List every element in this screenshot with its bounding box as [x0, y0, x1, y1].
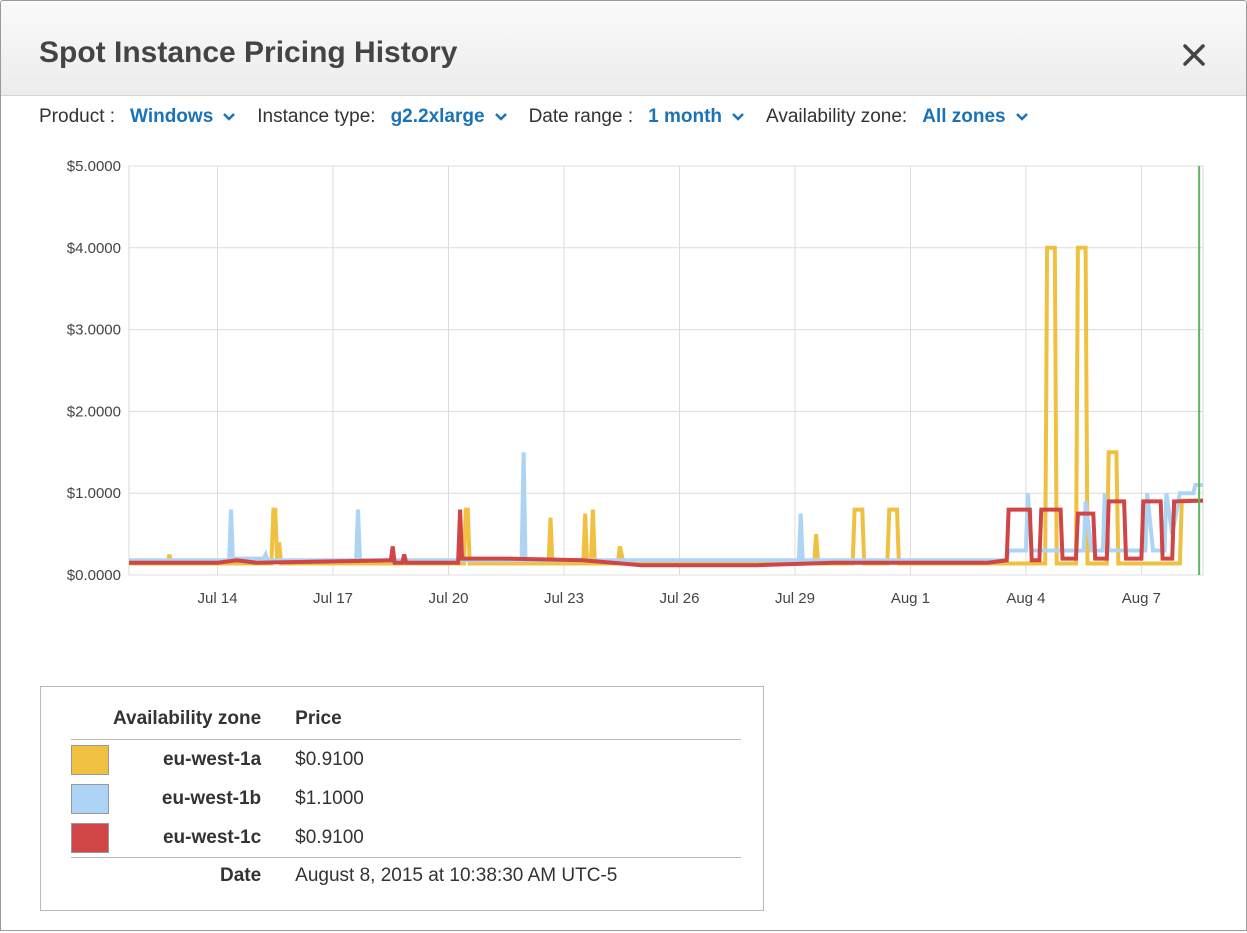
availability-zone-label: Availability zone: [766, 106, 908, 127]
y-tick-label: $3.0000 [67, 322, 121, 339]
x-tick-label: Jul 29 [775, 590, 815, 607]
x-tick-label: Jul 23 [544, 590, 584, 607]
series-line-eu-west-1c [129, 498, 1204, 568]
legend-zone: eu-west-1c [162, 826, 262, 848]
dialog-header: Spot Instance Pricing History [1, 1, 1246, 96]
dialog-title: Spot Instance Pricing History [39, 36, 458, 69]
legend-date-row: Date August 8, 2015 at 10:38:30 AM UTC-5 [71, 857, 742, 894]
product-dropdown[interactable]: Windows [130, 106, 236, 128]
legend-zone: eu-west-1a [162, 748, 262, 770]
y-tick-label: $4.0000 [67, 240, 121, 257]
legend-row: eu-west-1c $0.9100 [71, 818, 741, 858]
y-tick-label: $2.0000 [67, 403, 121, 420]
instance-type-value: g2.2xlarge [390, 106, 485, 127]
legend-swatch [71, 822, 109, 853]
product-value: Windows [130, 106, 214, 127]
legend-date-label: Date [113, 857, 296, 894]
chevron-down-icon [1015, 113, 1028, 121]
availability-zone-dropdown[interactable]: All zones [922, 106, 1028, 128]
series-line-eu-west-1b [129, 452, 1203, 563]
x-tick-label: Aug 1 [891, 590, 930, 607]
legend-header-row: Availability zone Price [71, 705, 742, 740]
y-tick-label: $1.0000 [67, 485, 121, 502]
legend-price: $0.9100 [295, 748, 364, 770]
availability-zone-value: All zones [922, 106, 1006, 127]
close-icon[interactable] [1179, 37, 1211, 69]
x-tick-label: Aug 7 [1122, 590, 1161, 607]
y-tick-label: $0.0000 [67, 567, 121, 584]
legend-table: Availability zone Price eu-west-1a $0.91… [71, 705, 742, 894]
legend-row: eu-west-1a $0.9100 [71, 740, 741, 780]
product-label: Product : [39, 106, 116, 127]
legend-header-zone: Availability zone [113, 705, 296, 740]
chevron-down-icon [223, 113, 236, 121]
x-tick-label: Jul 17 [313, 590, 353, 607]
x-tick-label: Jul 26 [659, 590, 699, 607]
legend-row: eu-west-1b $1.1000 [71, 779, 741, 818]
filter-bar: Product : Windows Instance type: g2.2xla… [39, 103, 1050, 131]
date-range-label: Date range : [528, 106, 634, 127]
legend-zone: eu-west-1b [161, 787, 262, 809]
legend-header-price: Price [295, 705, 742, 740]
legend-swatch [71, 744, 109, 775]
x-tick-label: Jul 14 [198, 590, 238, 607]
instance-type-dropdown[interactable]: g2.2xlarge [391, 106, 507, 128]
chevron-down-icon [732, 113, 744, 121]
x-tick-label: Jul 20 [428, 590, 468, 607]
legend-price: $0.9100 [295, 826, 364, 848]
chevron-down-icon [494, 113, 507, 121]
plot-area [128, 165, 1204, 576]
date-range-value: 1 month [648, 106, 723, 127]
price-legend: Availability zone Price eu-west-1a $0.91… [40, 686, 764, 911]
instance-type-label: Instance type: [257, 106, 376, 127]
y-tick-label: $5.0000 [67, 158, 121, 175]
date-range-dropdown[interactable]: 1 month [648, 106, 744, 128]
x-tick-label: Aug 4 [1006, 590, 1045, 607]
legend-date-value: August 8, 2015 at 10:38:30 AM UTC-5 [295, 857, 742, 894]
legend-swatch [71, 783, 109, 814]
pricing-chart[interactable]: $5.0000 $4.0000 $3.0000 $2.0000 $1.0000 $0.00… [1, 151, 1246, 621]
legend-price: $1.1000 [295, 787, 364, 809]
